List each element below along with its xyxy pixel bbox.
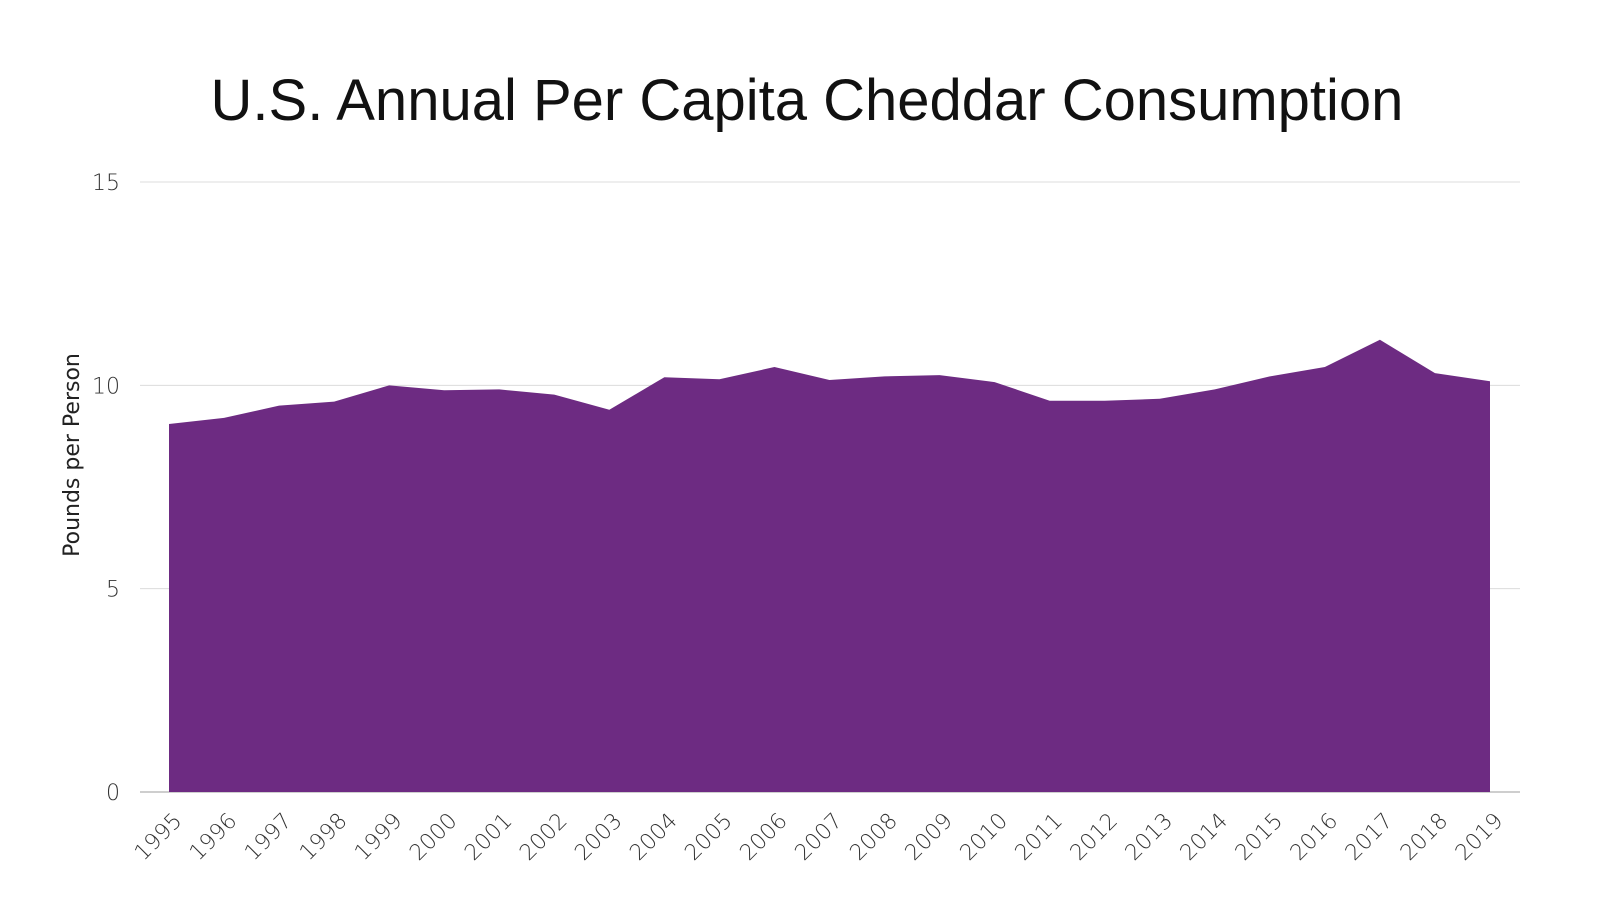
x-tick-label: 1995 [130,809,187,866]
x-tick-label: 2005 [680,809,737,866]
y-tick-labels: 0 5 10 15 [92,171,120,806]
x-tick-label: 2014 [1176,809,1233,866]
x-tick-label: 2018 [1396,809,1453,866]
y-tick-label: 15 [92,171,120,196]
y-tick-label: 0 [106,781,120,806]
x-tick-label: 2016 [1286,809,1343,866]
x-tick-labels: 1995199619971998199920002001200220032004… [130,809,1508,866]
x-tick-label: 2002 [515,809,572,866]
x-tick-label: 1997 [240,809,297,866]
y-tick-label: 10 [92,374,120,399]
area-series [168,339,1491,792]
x-tick-label: 1996 [185,809,242,866]
x-tick-label: 2019 [1451,809,1508,866]
x-tick-label: 2015 [1231,809,1288,866]
x-tick-label: 2011 [1011,809,1068,866]
y-axis-label: Pounds per Person [60,353,85,557]
area-fill [169,339,1490,792]
x-tick-label: 2000 [405,809,462,866]
x-tick-label: 2006 [735,809,792,866]
x-tick-label: 2008 [846,809,903,866]
x-tick-label: 2009 [901,809,958,866]
x-tick-label: 2017 [1341,809,1398,866]
x-tick-label: 1999 [350,809,407,866]
chart-title: U.S. Annual Per Capita Cheddar Consumpti… [211,68,1404,133]
y-tick-label: 5 [106,578,120,603]
x-tick-label: 2013 [1121,809,1178,866]
x-tick-label: 2004 [625,809,682,866]
x-tick-label: 2012 [1066,809,1123,866]
x-tick-label: 2003 [570,809,627,866]
x-tick-label: 2001 [460,809,517,866]
x-tick-label: 2010 [956,809,1013,866]
x-tick-label: 1998 [295,809,352,866]
x-tick-label: 2007 [790,809,847,866]
